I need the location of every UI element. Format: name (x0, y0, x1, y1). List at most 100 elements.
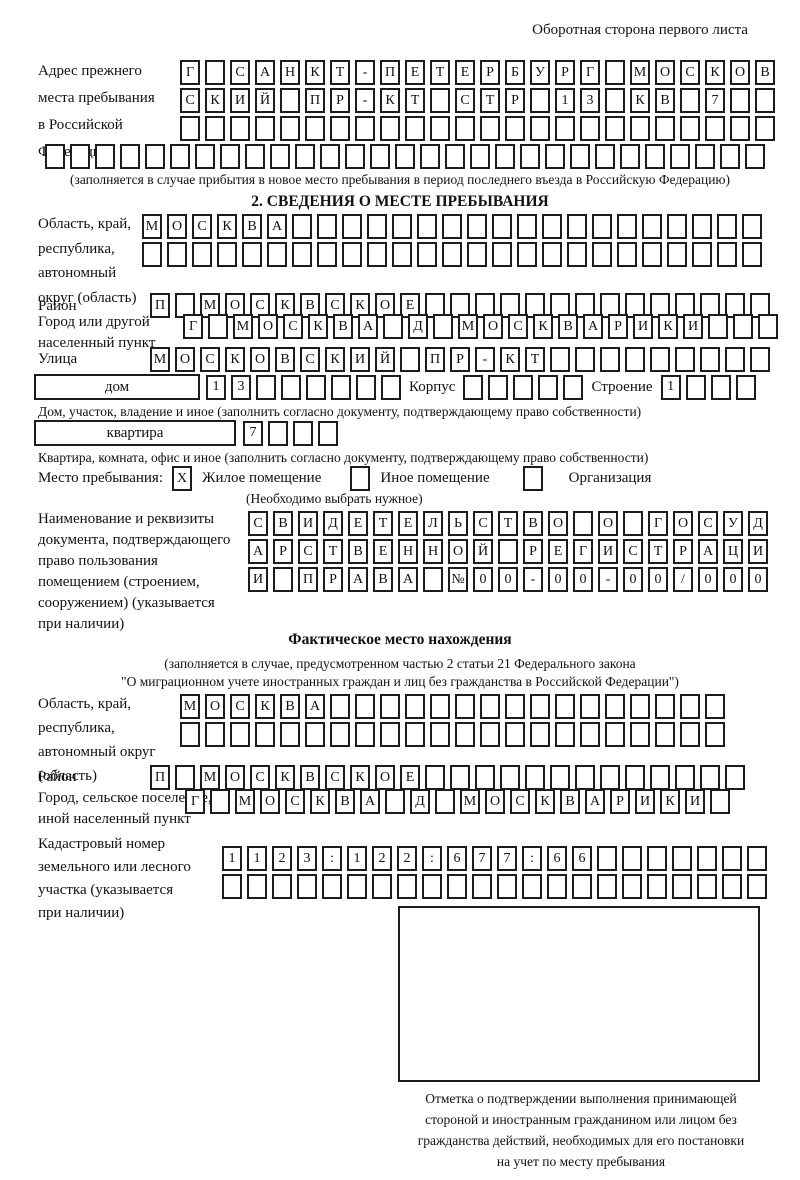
char-cell[interactable]: В (655, 88, 675, 113)
char-cell[interactable] (680, 88, 700, 113)
char-cell[interactable] (517, 214, 537, 239)
char-cell[interactable]: К (225, 347, 245, 372)
char-cell[interactable] (530, 694, 550, 719)
char-cell[interactable]: А (255, 60, 275, 85)
char-cell[interactable] (318, 420, 338, 446)
char-cell[interactable]: Б (505, 60, 525, 85)
char-cell[interactable]: О (483, 314, 503, 339)
char-cell[interactable] (467, 242, 487, 267)
char-cell[interactable]: С (473, 511, 493, 536)
char-cell[interactable]: С (283, 314, 303, 339)
char-cell[interactable] (355, 694, 375, 719)
char-cell[interactable]: Г (180, 60, 200, 85)
char-cell[interactable]: П (425, 347, 445, 372)
char-cell[interactable] (597, 846, 617, 871)
char-cell[interactable]: С (180, 88, 200, 113)
char-cell[interactable]: М (200, 765, 220, 790)
char-cell[interactable]: М (458, 314, 478, 339)
char-cell[interactable]: В (558, 314, 578, 339)
char-cell[interactable] (717, 242, 737, 267)
char-cell[interactable]: - (475, 347, 495, 372)
char-cell[interactable] (647, 874, 667, 899)
char-cell[interactable] (622, 874, 642, 899)
char-cell[interactable] (145, 144, 165, 169)
char-cell[interactable] (705, 116, 725, 141)
char-cell[interactable] (650, 765, 670, 790)
char-cell[interactable]: В (333, 314, 353, 339)
char-cell[interactable] (530, 88, 550, 113)
char-cell[interactable]: С (325, 765, 345, 790)
char-cell[interactable]: Л (423, 511, 443, 536)
char-cell[interactable]: П (380, 60, 400, 85)
char-cell[interactable] (733, 314, 753, 339)
char-cell[interactable] (580, 116, 600, 141)
char-cell[interactable]: О (548, 511, 568, 536)
char-cell[interactable] (538, 374, 559, 400)
char-cell[interactable] (230, 722, 250, 747)
char-cell[interactable] (742, 242, 762, 267)
char-cell[interactable] (195, 144, 215, 169)
char-cell[interactable]: А (583, 314, 603, 339)
char-cell[interactable]: Г (185, 789, 205, 814)
char-cell[interactable] (480, 116, 500, 141)
char-cell[interactable]: 1 (347, 846, 367, 871)
char-cell[interactable]: : (422, 846, 442, 871)
char-cell[interactable]: Г (648, 511, 668, 536)
char-cell[interactable] (270, 144, 290, 169)
char-cell[interactable]: Е (398, 511, 418, 536)
char-cell[interactable]: А (267, 214, 287, 239)
char-cell[interactable]: 0 (498, 567, 518, 592)
char-cell[interactable]: В (300, 765, 320, 790)
char-cell[interactable]: К (305, 60, 325, 85)
char-cell[interactable]: К (350, 765, 370, 790)
char-cell[interactable] (620, 144, 640, 169)
char-cell[interactable] (592, 242, 612, 267)
char-cell[interactable] (747, 846, 767, 871)
char-cell[interactable] (573, 511, 593, 536)
char-cell[interactable]: К (275, 765, 295, 790)
char-cell[interactable]: 1 (222, 846, 242, 871)
char-cell[interactable]: И (635, 789, 655, 814)
char-cell[interactable] (272, 874, 292, 899)
char-cell[interactable] (680, 722, 700, 747)
char-cell[interactable] (430, 722, 450, 747)
char-cell[interactable]: М (180, 694, 200, 719)
char-cell[interactable]: О (673, 511, 693, 536)
char-cell[interactable]: В (280, 694, 300, 719)
char-cell[interactable] (655, 116, 675, 141)
char-cell[interactable]: А (248, 539, 268, 564)
char-cell[interactable]: К (380, 88, 400, 113)
char-cell[interactable] (192, 242, 212, 267)
char-cell[interactable] (255, 116, 275, 141)
char-cell[interactable] (175, 765, 195, 790)
char-cell[interactable] (268, 420, 288, 446)
char-cell[interactable] (355, 116, 375, 141)
char-cell[interactable] (520, 144, 540, 169)
char-cell[interactable] (222, 874, 242, 899)
char-cell[interactable] (650, 347, 670, 372)
char-cell[interactable] (405, 722, 425, 747)
char-cell[interactable] (342, 242, 362, 267)
char-cell[interactable]: / (673, 567, 693, 592)
char-cell[interactable]: 0 (623, 567, 643, 592)
char-cell[interactable]: И (685, 789, 705, 814)
char-cell[interactable] (242, 242, 262, 267)
char-cell[interactable] (180, 116, 200, 141)
char-cell[interactable] (405, 694, 425, 719)
char-cell[interactable]: - (598, 567, 618, 592)
char-cell[interactable] (480, 722, 500, 747)
char-cell[interactable] (647, 846, 667, 871)
char-cell[interactable]: 0 (648, 567, 668, 592)
char-cell[interactable]: О (448, 539, 468, 564)
char-cell[interactable] (513, 374, 534, 400)
char-cell[interactable]: И (633, 314, 653, 339)
char-cell[interactable] (625, 347, 645, 372)
char-cell[interactable] (280, 116, 300, 141)
char-cell[interactable] (267, 242, 287, 267)
char-cell[interactable] (700, 765, 720, 790)
char-cell[interactable]: С (248, 511, 268, 536)
char-cell[interactable] (455, 722, 475, 747)
char-cell[interactable] (755, 116, 775, 141)
char-cell[interactable] (672, 846, 692, 871)
char-cell[interactable]: Е (400, 765, 420, 790)
